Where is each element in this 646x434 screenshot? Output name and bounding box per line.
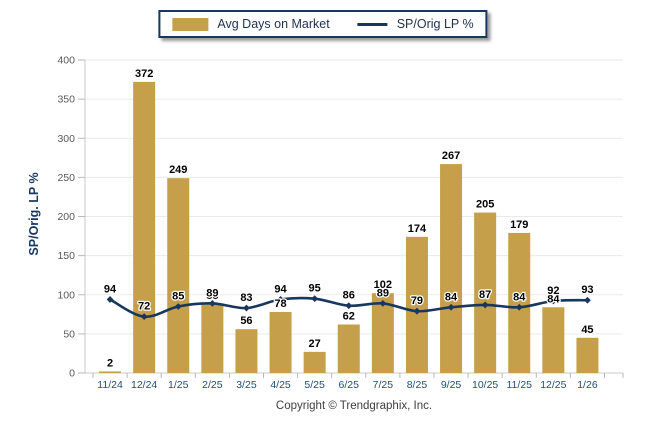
x-tick-label: 11/24 <box>97 379 123 391</box>
y-tick-label: 300 <box>57 133 75 145</box>
x-tick-label: 5/25 <box>304 379 325 391</box>
line-point-marker <box>243 304 250 312</box>
x-tick-label: 4/25 <box>270 379 291 391</box>
bar-avg-days <box>474 212 497 373</box>
line-point-marker <box>447 303 455 311</box>
y-tick-label: 350 <box>57 94 75 106</box>
line-point-marker <box>106 296 114 303</box>
bar-value-label: 78 <box>274 298 286 310</box>
bar-value-label: 205 <box>476 199 494 211</box>
line-point-marker <box>208 299 216 307</box>
bar-value-label: 102 <box>374 279 392 291</box>
bar-value-label: 84 <box>547 293 560 305</box>
bar-value-label: 267 <box>442 150 460 162</box>
line-value-label: 95 <box>309 283 321 295</box>
bar-avg-days <box>133 81 156 373</box>
line-point-marker <box>174 303 182 310</box>
line-value-label: 94 <box>104 283 117 295</box>
line-value-label: 89 <box>377 287 389 299</box>
y-tick-label: 200 <box>57 211 75 223</box>
line-point-marker <box>584 296 591 304</box>
x-tick-label: 11/25 <box>507 379 533 391</box>
bar-value-label: 62 <box>343 310 355 322</box>
bar-avg-days <box>269 311 292 373</box>
bar-value-label: 249 <box>169 164 187 176</box>
bar-avg-days <box>99 371 122 373</box>
bar-value-label: 88 <box>206 290 218 302</box>
x-tick-label: 6/25 <box>339 379 360 391</box>
line-point-marker <box>311 295 319 303</box>
line-value-label: 83 <box>240 292 252 304</box>
bar-avg-days <box>201 304 224 373</box>
line-value-label: 87 <box>479 289 491 301</box>
x-tick-label: 2/25 <box>202 379 223 391</box>
bar-value-label: 45 <box>581 324 593 336</box>
line-point-marker <box>481 301 489 309</box>
legend-bar-swatch-icon <box>172 17 209 31</box>
x-tick-label: 12/25 <box>540 379 566 391</box>
bar-value-label: 56 <box>240 315 252 327</box>
bar-avg-days <box>303 351 326 373</box>
legend-bar-label: Avg Days on Market <box>217 17 330 31</box>
y-tick-label: 150 <box>57 250 75 262</box>
bar-value-label: 372 <box>135 68 153 80</box>
line-value-label: 72 <box>138 301 150 313</box>
x-tick-label: 1/25 <box>168 379 189 391</box>
bar-avg-days <box>405 236 428 373</box>
copyright-text: Copyright © Trendgraphix, Inc. <box>275 400 433 412</box>
bar-avg-days <box>337 324 360 373</box>
line-value-label: 86 <box>343 290 355 302</box>
line-value-label: 84 <box>445 291 458 303</box>
x-tick-label: 10/25 <box>472 379 498 391</box>
y-tick-label: 0 <box>69 368 75 380</box>
bar-value-label: 27 <box>309 338 321 350</box>
bar-avg-days <box>542 307 565 373</box>
x-tick-label: 8/25 <box>407 379 428 391</box>
x-tick-label: 9/25 <box>441 379 462 391</box>
y-tick-label: 100 <box>57 289 75 301</box>
bar-avg-days <box>235 329 258 373</box>
line-value-label: 89 <box>206 287 218 299</box>
line-point-marker <box>140 313 148 321</box>
legend: Avg Days on Market SP/Orig LP % <box>158 10 488 38</box>
bar-avg-days <box>167 178 190 373</box>
line-value-label: 93 <box>581 284 593 296</box>
line-point-marker <box>345 302 353 310</box>
line-value-label: 84 <box>513 291 526 303</box>
x-tick-label: 1/26 <box>577 379 598 391</box>
line-point-marker <box>549 297 557 305</box>
line-value-label: 92 <box>547 285 559 297</box>
bar-value-label: 174 <box>408 223 427 235</box>
line-value-label: 79 <box>411 295 423 307</box>
y-tick-label: 400 <box>57 55 75 67</box>
bar-avg-days <box>440 164 463 373</box>
y-tick-label: 250 <box>57 172 75 184</box>
bar-avg-days <box>371 293 394 373</box>
bar-value-label: 2 <box>107 357 113 369</box>
bar-value-label: 179 <box>510 219 528 231</box>
bar-avg-days <box>576 337 599 373</box>
legend-line-swatch-icon <box>357 22 388 26</box>
y-tick-label: 50 <box>63 328 75 340</box>
bar-avg-days <box>508 232 531 373</box>
line-value-label: 85 <box>172 290 184 302</box>
x-tick-label: 7/25 <box>373 379 394 391</box>
line-point-marker <box>277 296 284 303</box>
x-tick-label: 3/25 <box>236 379 257 391</box>
x-tick-label: 12/24 <box>131 379 157 391</box>
line-value-label: 94 <box>274 283 287 295</box>
legend-line-label: SP/Orig LP % <box>396 17 474 31</box>
